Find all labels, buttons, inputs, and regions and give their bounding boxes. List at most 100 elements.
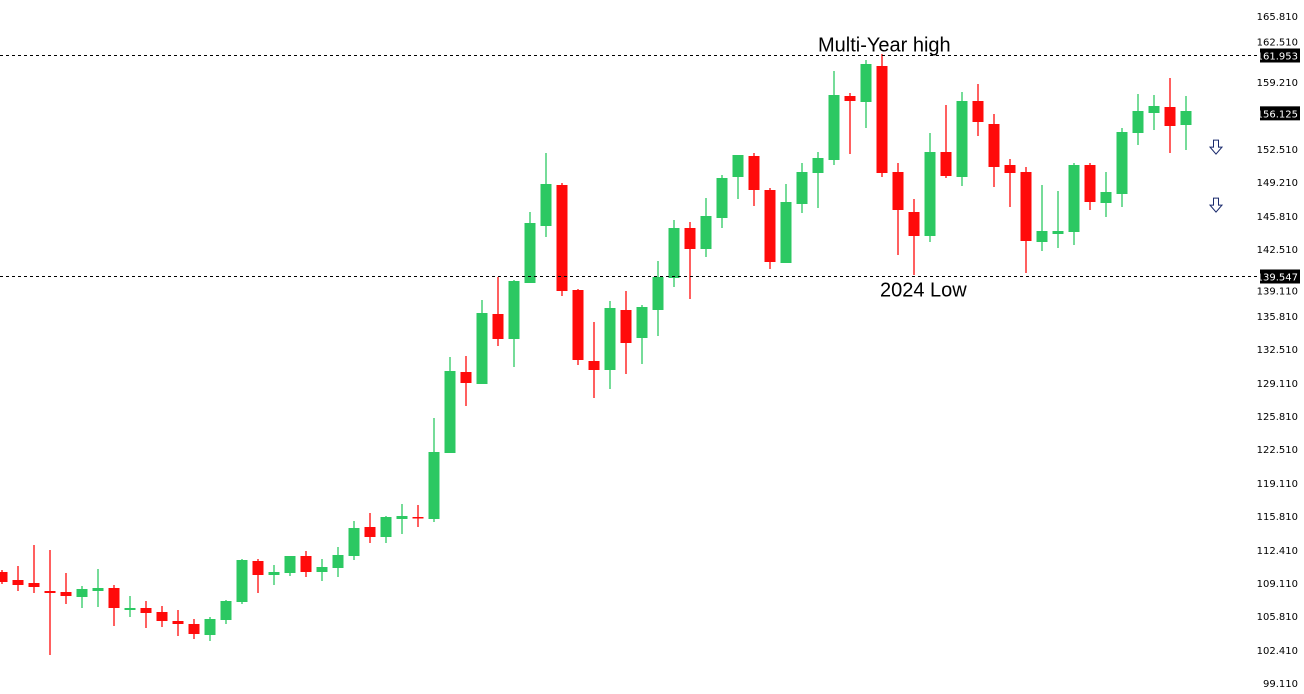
y-tick-label: 119.110 (1257, 479, 1298, 490)
bearish-candle (0, 570, 8, 584)
bearish-candle (1084, 163, 1096, 210)
bullish-candle (204, 617, 216, 641)
candle-body (844, 96, 856, 101)
bearish-candle (492, 277, 504, 346)
candle-body (124, 608, 136, 610)
candle-body (268, 572, 280, 575)
candle-body (204, 619, 216, 635)
bearish-candle (892, 163, 904, 255)
current-price-label: 156.125 (1257, 109, 1298, 120)
y-tick-label: 145.810 (1257, 212, 1298, 223)
bullish-candle (652, 261, 664, 336)
candle-body (12, 580, 24, 585)
candle-body (380, 517, 392, 537)
bearish-candle (908, 199, 920, 275)
bullish-candle (1132, 94, 1144, 145)
bullish-candle (668, 220, 680, 287)
candles-layer (0, 54, 1192, 655)
candle-body (796, 172, 808, 204)
candle-body (492, 314, 504, 339)
bearish-candle (108, 585, 120, 626)
bearish-candle (588, 322, 600, 398)
bullish-candle (1148, 95, 1160, 130)
bearish-candle (188, 619, 200, 639)
candle-body (1036, 231, 1048, 242)
bearish-candle (364, 513, 376, 543)
y-tick-label: 139.110 (1257, 287, 1298, 298)
bearish-candle (172, 610, 184, 636)
level-annotation: Multi-Year high (818, 35, 951, 57)
bullish-candle (284, 556, 296, 576)
candle-body (828, 95, 840, 160)
bullish-candle (76, 586, 88, 608)
y-tick-label: 105.810 (1257, 612, 1298, 623)
y-tick-label: 112.410 (1257, 546, 1298, 557)
candle-body (76, 589, 88, 597)
candle-body (412, 517, 424, 519)
bullish-candle (924, 133, 936, 242)
candle-body (1116, 132, 1128, 194)
candle-body (524, 223, 536, 283)
level-price-box (1260, 48, 1300, 63)
candle-body (748, 156, 760, 190)
bearish-candle (412, 505, 424, 527)
y-tick-label: 142.510 (1257, 245, 1298, 256)
down-arrow-icon (1208, 197, 1224, 213)
bearish-candle (156, 606, 168, 627)
y-tick-label: 132.510 (1257, 345, 1298, 356)
candle-body (700, 216, 712, 249)
bullish-candle (636, 305, 648, 364)
bearish-candle (460, 356, 472, 406)
bullish-candle (348, 521, 360, 560)
candle-body (396, 516, 408, 519)
candle-body (284, 556, 296, 573)
y-tick-label: 115.810 (1257, 512, 1298, 523)
y-tick-label: 165.810 (1257, 12, 1298, 23)
y-tick-label: 129.110 (1257, 379, 1298, 390)
candle-body (572, 290, 584, 360)
bearish-candle (876, 54, 888, 177)
candle-body (1164, 107, 1176, 126)
bullish-candle (428, 418, 440, 522)
bullish-candle (380, 516, 392, 543)
level-price-label: 139.547 (1257, 273, 1298, 284)
y-tick-label: 109.110 (1257, 579, 1298, 590)
bearish-candle (140, 601, 152, 628)
price-axis: 165.810 162.510 159.210 152.510 149.210 145.8… (1257, 12, 1298, 690)
bullish-candle (716, 175, 728, 228)
candle-body (1004, 165, 1016, 173)
bearish-candle (44, 550, 56, 655)
bullish-candle (124, 596, 136, 617)
bearish-candle (1020, 167, 1032, 273)
candle-body (1020, 172, 1032, 241)
level-price-label: 161.953 (1257, 52, 1298, 63)
bullish-candle (604, 301, 616, 389)
bullish-candle (732, 155, 744, 199)
candle-body (908, 212, 920, 236)
candle-body (1084, 165, 1096, 202)
bearish-candle (684, 222, 696, 299)
bearish-candle (252, 559, 264, 593)
candle-body (924, 152, 936, 236)
candle-body (540, 184, 552, 226)
candle-body (140, 608, 152, 613)
y-tick-label: 122.510 (1257, 445, 1298, 456)
bearish-candle (556, 183, 568, 296)
bullish-candle (316, 559, 328, 581)
candle-body (0, 572, 8, 582)
y-tick-label: 99.110 (1263, 679, 1298, 690)
bullish-candle (268, 565, 280, 585)
bullish-candle (1180, 96, 1192, 150)
bullish-candle (332, 547, 344, 577)
y-tick-label: 125.810 (1257, 412, 1298, 423)
bullish-candle (956, 92, 968, 186)
candle-body (460, 372, 472, 383)
bearish-candle (28, 545, 40, 593)
bullish-candle (796, 163, 808, 213)
candle-body (60, 592, 72, 596)
bullish-candle (860, 60, 872, 128)
bullish-candle (444, 357, 456, 453)
candle-body (348, 528, 360, 556)
y-tick-label: 135.810 (1257, 312, 1298, 323)
candle-body (652, 277, 664, 310)
